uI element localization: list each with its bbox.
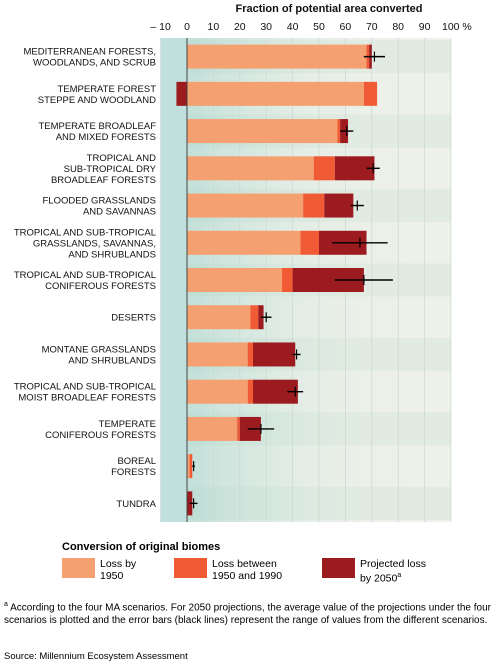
category-label: TROPICAL AND SUB-TROPICAL (14, 382, 156, 393)
bar-segment (176, 81, 187, 106)
category-label: CONIFEROUS FORESTS (45, 430, 156, 441)
bar-segment (282, 268, 293, 292)
legend-swatch (174, 558, 207, 578)
x-tick-label: 100 % (442, 21, 472, 33)
legend-label-line: 1950 (100, 570, 124, 582)
category-label: SUB-TROPICAL DRY (64, 164, 157, 175)
bars (176, 44, 393, 516)
chart-title: Fraction of potential area converted (235, 3, 422, 15)
category-label: STEPPE AND WOODLAND (38, 95, 156, 106)
legend-label-line: Loss by (100, 558, 137, 570)
category-label: MEDITERRANEAN FORESTS, (24, 47, 157, 58)
bar-segment (189, 454, 193, 479)
x-tick-label: 90 (419, 21, 431, 33)
x-tick-label: 70 (366, 21, 378, 33)
legend-title: Conversion of original biomes (62, 541, 221, 553)
bar-segment (253, 342, 296, 367)
category-label: TEMPERATE (99, 419, 156, 430)
category-label: FLOODED GRASSLANDS (43, 196, 157, 207)
category-label: TROPICAL AND SUB-TROPICAL (14, 227, 156, 238)
category-label: MOIST BROADLEAF FORESTS (18, 393, 156, 404)
bar-segment (337, 119, 341, 144)
bar-segment (187, 305, 251, 330)
legend-label-line: 1950 and 1990 (212, 570, 283, 582)
legend-label: Loss between 1950 and 1990 (212, 558, 322, 582)
category-label: TEMPERATE FOREST (57, 84, 156, 95)
category-label: TROPICAL AND (87, 153, 156, 164)
x-tick-label: 60 (340, 21, 352, 33)
x-tick-label: 20 (234, 21, 246, 33)
bar-segment (187, 416, 238, 441)
footnote-text: According to the four MA scenarios. For … (4, 602, 491, 626)
bar-segment (313, 156, 335, 181)
legend-swatch (62, 558, 95, 578)
category-label: AND MIXED FORESTS (56, 132, 156, 143)
bar-segment (187, 193, 304, 218)
bar-segment (187, 268, 283, 292)
bar-segment (187, 156, 314, 181)
source-credit: Source: Millennium Ecosystem Assessment (4, 651, 188, 662)
category-label: CONIFEROUS FORESTS (45, 281, 156, 292)
bar-segment (187, 342, 248, 367)
category-label: BOREAL (117, 456, 156, 467)
category-labels: MEDITERRANEAN FORESTS,WOODLANDS, AND SCR… (14, 47, 157, 510)
x-tick-label: 80 (392, 21, 404, 33)
x-tick-label: 0 (184, 21, 190, 33)
category-label: TEMPERATE BROADLEAF (38, 121, 156, 132)
x-tick-label: 30 (260, 21, 272, 33)
bar-segment (324, 193, 354, 218)
bar-segment (247, 379, 253, 404)
category-label: TUNDRA (116, 499, 156, 510)
legend-label-line: Projected loss (360, 558, 426, 570)
bar-segment (363, 81, 378, 106)
footnote: a According to the four MA scenarios. Fo… (4, 599, 498, 627)
category-label: BROADLEAF FORESTS (51, 175, 156, 186)
bar-segment (247, 342, 253, 367)
category-label: TROPICAL AND SUB-TROPICAL (14, 270, 156, 281)
legend-superscript: a (397, 572, 402, 579)
x-axis-ticks: – 10 0 10 20 30 40 50 60 70 80 90 100 % (150, 21, 471, 33)
bar-segment (187, 44, 367, 69)
x-tick-label: 50 (313, 21, 325, 33)
bar-segment (300, 230, 319, 255)
bar-segment (187, 379, 248, 404)
legend-label: Loss by 1950 (100, 558, 210, 582)
footnote-marker: a (4, 601, 8, 608)
category-label: AND SHRUBLANDS (68, 355, 156, 366)
bar-segment (187, 81, 364, 106)
category-label: MONTANE GRASSLANDS (42, 344, 156, 355)
category-label: GRASSLANDS, SAVANNAS, (33, 238, 156, 249)
bar-segment (237, 416, 240, 441)
legend-swatch (322, 558, 355, 578)
bar-segment (187, 454, 190, 479)
negative-region-band (160, 38, 187, 522)
bar-segment (258, 305, 264, 330)
chart: Fraction of potential area converted – 10… (14, 3, 472, 522)
category-label: AND SHRUBLANDS (68, 249, 156, 260)
bar-segment (250, 305, 259, 330)
bar-segment (187, 230, 301, 255)
bar-segment (303, 193, 325, 218)
x-tick-label: 40 (287, 21, 299, 33)
legend-label-line: by 2050a (360, 572, 402, 585)
legend-label-line: Loss between (212, 558, 277, 570)
x-tick-label: – 10 (150, 21, 171, 33)
category-label: WOODLANDS, AND SCRUB (33, 58, 156, 69)
x-tick-label: 10 (208, 21, 220, 33)
category-label: DESERTS (111, 313, 156, 324)
category-label: AND SAVANNAS (83, 207, 156, 218)
category-label: FORESTS (111, 467, 156, 478)
legend-label: Projected loss by 2050a (360, 558, 470, 585)
bar-segment (187, 119, 338, 144)
